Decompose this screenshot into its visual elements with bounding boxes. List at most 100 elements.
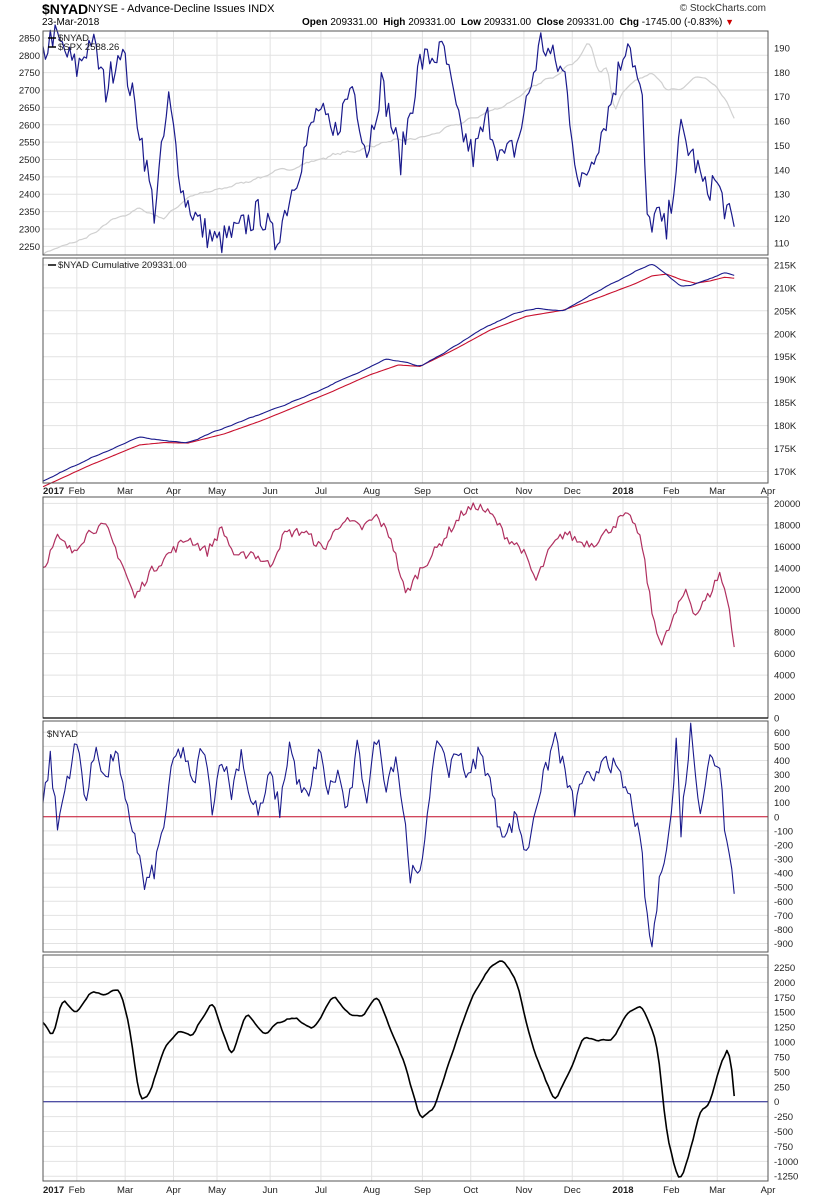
month-axis-label: Nov <box>515 486 532 497</box>
month-axis-label: Oct <box>463 1185 478 1196</box>
left-tick-label: 2750 <box>19 68 40 79</box>
cumulative-tick-label: 170K <box>774 467 797 478</box>
momentum-panel-frame <box>42 954 769 1182</box>
open-value: 209331.00 <box>330 17 378 28</box>
cumulative-tick-label: 205K <box>774 306 797 317</box>
cumulative-panel-frame <box>42 257 769 484</box>
oscillator-tick-label: 18000 <box>774 520 800 531</box>
close-label: Close <box>536 17 564 28</box>
month-axis-label: Jun <box>263 1185 278 1196</box>
month-axis-label: Mar <box>709 1185 725 1196</box>
month-axis-label: Feb <box>663 486 679 497</box>
momentum-tick-label: 1750 <box>774 993 795 1004</box>
nyad-tick-label: 500 <box>774 742 790 753</box>
month-axis-label: May <box>208 486 226 497</box>
momentum-tick-label: 250 <box>774 1082 790 1093</box>
nyad-tick-label: 300 <box>774 770 790 781</box>
momentum-tick-label: 750 <box>774 1052 790 1063</box>
high-label: High <box>383 17 406 28</box>
nyad-tick-label: -300 <box>774 855 793 866</box>
left-tick-label: 2800 <box>19 51 40 62</box>
close-value: 209331.00 <box>566 17 614 28</box>
momentum-tick-label: -500 <box>774 1127 793 1138</box>
month-axis-label: Jul <box>315 1185 327 1196</box>
daily-panel-frame <box>42 720 769 953</box>
open-label: Open <box>302 17 328 28</box>
oscillator-tick-label: 12000 <box>774 585 800 596</box>
brand-watermark: © StockCharts.com <box>679 3 766 14</box>
left-tick-label: 2250 <box>19 242 40 253</box>
legend-spx: $SPX 2588.26 <box>58 42 119 53</box>
momentum-tick-label: -1000 <box>774 1157 798 1168</box>
oscillator-tick-label: 8000 <box>774 628 795 639</box>
month-axis-label: Nov <box>515 1185 532 1196</box>
daily-nyad-line <box>42 722 735 948</box>
month-axis-label: Sep <box>414 486 431 497</box>
left-tick-label: 2350 <box>19 207 40 218</box>
spx-line <box>42 43 735 256</box>
month-axis-label: Feb <box>663 1185 679 1196</box>
month-axis-label: Sep <box>414 1185 431 1196</box>
nyad-tick-label: -700 <box>774 911 793 922</box>
right-tick-label: 190 <box>774 44 790 55</box>
low-value: 209331.00 <box>483 17 532 28</box>
month-axis-label: Aug <box>363 1185 380 1196</box>
right-tick-label: 160 <box>774 117 790 128</box>
nyad-tick-label: -800 <box>774 925 793 936</box>
oscillator-tick-label: 20000 <box>774 499 800 510</box>
right-tick-label: 140 <box>774 165 790 176</box>
nyad-tick-label: -200 <box>774 840 793 851</box>
month-axis-label: May <box>208 1185 226 1196</box>
left-tick-label: 2450 <box>19 172 40 183</box>
cumulative-tick-label: 190K <box>774 375 797 386</box>
month-axis-label: Oct <box>463 486 478 497</box>
momentum-tick-label: 2000 <box>774 978 795 989</box>
nyad-tick-label: 600 <box>774 728 790 739</box>
momentum-line <box>42 960 735 1178</box>
legend-cumulative: $NYAD Cumulative 209331.00 <box>58 260 187 271</box>
left-tick-label: 2850 <box>19 33 40 44</box>
cumulative-ma-line <box>42 273 735 488</box>
nyad-tick-label: -100 <box>774 826 793 837</box>
oscillator-tick-label: 6000 <box>774 649 795 660</box>
month-axis-label: Apr <box>166 1185 181 1196</box>
month-axis-label: Feb <box>69 486 85 497</box>
right-tick-label: 170 <box>774 92 790 103</box>
month-axis-label: Dec <box>564 486 581 497</box>
change-value: -1745.00 (-0.83%) <box>641 17 723 28</box>
month-axis-label: 2017 <box>43 486 64 497</box>
right-tick-label: 150 <box>774 141 790 152</box>
oscillator-tick-label: 14000 <box>774 563 800 574</box>
oscillator-panel-frame <box>42 496 769 719</box>
cumulative-tick-label: 195K <box>774 352 797 363</box>
month-axis-label: Mar <box>709 486 725 497</box>
oscillator-tick-label: 10000 <box>774 606 800 617</box>
left-tick-label: 2300 <box>19 224 40 235</box>
right-tick-label: 180 <box>774 68 790 79</box>
symbol-description: NYSE - Advance-Decline Issues INDX <box>88 3 275 15</box>
nyad-tick-label: 200 <box>774 784 790 795</box>
nyad-tick-label: -900 <box>774 939 793 950</box>
momentum-tick-label: -1250 <box>774 1172 798 1183</box>
momentum-tick-label: -250 <box>774 1112 793 1123</box>
nyad-tick-label: -400 <box>774 869 793 880</box>
month-axis-label: Apr <box>761 486 776 497</box>
cumulative-tick-label: 185K <box>774 398 797 409</box>
down-arrow-icon: ▼ <box>725 17 735 27</box>
nyad-tick-label: 100 <box>774 798 790 809</box>
nyad-tick-label: -500 <box>774 883 793 894</box>
month-axis-label: Dec <box>564 1185 581 1196</box>
ticker-symbol: $NYAD <box>42 1 89 17</box>
ohlc-readout: Open 209331.00 High 209331.00 Low 209331… <box>302 17 734 28</box>
low-label: Low <box>461 17 482 28</box>
nyad-tick-label: -600 <box>774 897 793 908</box>
momentum-tick-label: -750 <box>774 1142 793 1153</box>
momentum-tick-label: 1250 <box>774 1023 795 1034</box>
month-axis-label: Mar <box>117 1185 133 1196</box>
oscillator-tick-label: 16000 <box>774 542 800 553</box>
high-value: 209331.00 <box>408 17 456 28</box>
chart-date: 23-Mar-2018 <box>42 17 100 28</box>
cumulative-tick-label: 215K <box>774 260 797 271</box>
momentum-tick-label: 2250 <box>774 963 795 974</box>
